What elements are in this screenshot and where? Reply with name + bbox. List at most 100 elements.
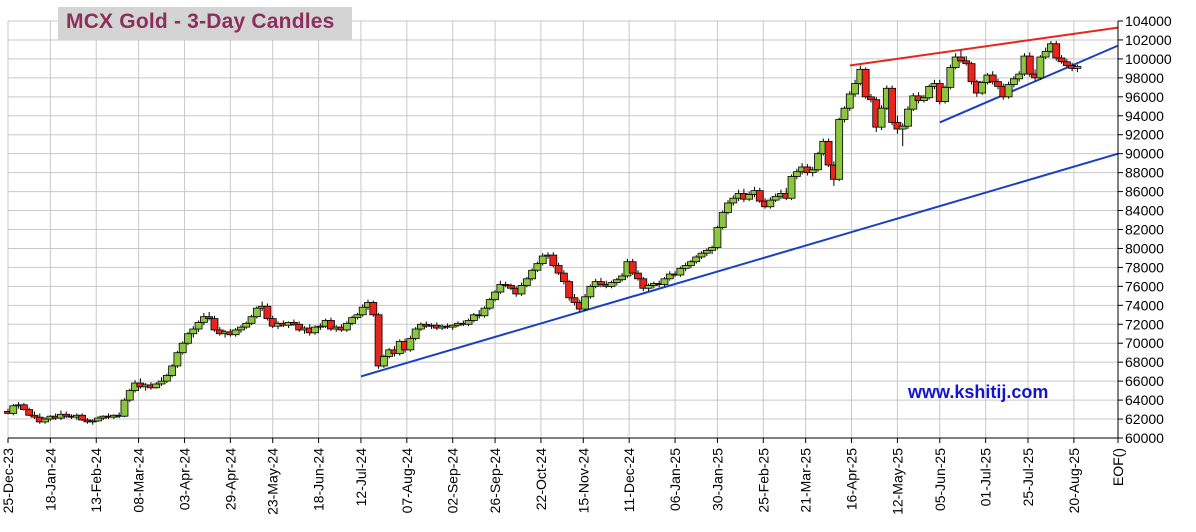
- candle-up: [41, 418, 49, 423]
- x-tick-label: 03-Apr-24: [176, 448, 192, 510]
- candle-up: [1015, 73, 1024, 80]
- candle-up: [199, 316, 208, 323]
- candle-up: [252, 307, 261, 318]
- y-tick-label: 62000: [1125, 411, 1164, 427]
- candle-up: [718, 212, 727, 229]
- candle-up: [618, 275, 627, 281]
- candle-up: [851, 83, 859, 95]
- x-tick-label: 13-Feb-24: [88, 448, 104, 513]
- candle-up: [771, 195, 780, 201]
- candle-up: [189, 328, 198, 335]
- candle-up: [538, 255, 547, 265]
- candle-down: [25, 409, 34, 416]
- candle-up: [644, 285, 653, 289]
- candle-down: [205, 316, 214, 319]
- x-tick-label: 12-May-25: [889, 448, 905, 515]
- candle-up: [1009, 78, 1018, 85]
- candle-down: [597, 281, 605, 285]
- x-tick-label: 20-Aug-25: [1066, 448, 1082, 514]
- candle-up: [469, 314, 478, 321]
- candle-up: [348, 317, 357, 324]
- y-tick-label: 60000: [1125, 430, 1164, 446]
- y-tick-label: 84000: [1125, 203, 1164, 219]
- candle-up: [898, 125, 907, 130]
- candle-down: [559, 272, 568, 283]
- candle-down: [988, 74, 997, 83]
- candle-up: [342, 322, 351, 331]
- candle-up: [1036, 56, 1045, 79]
- candle-up: [480, 307, 489, 317]
- x-tick-label: 11-Dec-24: [621, 448, 637, 513]
- chart-axes: 104000 102000 100000 98000 96000 94000 92000 90…: [0, 13, 1172, 515]
- y-tick-label: 102000: [1125, 32, 1172, 48]
- y-tick-label: 70000: [1125, 335, 1164, 351]
- candle-up: [681, 265, 690, 269]
- candle-up: [231, 329, 240, 336]
- candle-up: [946, 67, 955, 88]
- candle-up: [840, 107, 849, 120]
- x-tick-label: 06-Jan-25: [667, 448, 683, 511]
- x-tick-label: 21-Mar-25: [798, 448, 814, 513]
- candle-up: [787, 176, 796, 199]
- candle-up: [316, 325, 325, 328]
- x-tick-label: 08-Mar-24: [131, 448, 147, 513]
- candle-up: [184, 333, 192, 344]
- candle-down: [893, 122, 902, 130]
- y-tick-label: 92000: [1125, 127, 1164, 143]
- candle-down: [628, 261, 637, 274]
- candle-up: [533, 263, 542, 271]
- candle-up: [586, 285, 595, 298]
- trendline: [939, 44, 1119, 124]
- y-tick-label: 68000: [1125, 354, 1164, 370]
- candle-up: [157, 380, 166, 385]
- candle-up: [814, 153, 822, 171]
- x-tick-label: 05-Jun-25: [932, 448, 948, 511]
- x-tick-label: 30-Jan-25: [709, 448, 725, 511]
- candle-up: [925, 85, 934, 99]
- candle-up: [406, 338, 415, 351]
- candle-up: [353, 314, 362, 319]
- y-tick-label: 78000: [1125, 259, 1164, 275]
- candle-up: [660, 278, 669, 285]
- candle-up: [877, 107, 886, 128]
- x-tick-label: 15-Nov-24: [575, 448, 591, 514]
- candle-up: [951, 56, 960, 68]
- candle-down: [210, 318, 219, 331]
- candle-up: [845, 93, 854, 109]
- candle-up: [491, 291, 499, 301]
- y-tick-label: 80000: [1125, 240, 1164, 256]
- candle-up: [1041, 50, 1050, 58]
- x-tick-label: 29-Apr-24: [222, 448, 238, 510]
- candle-up: [152, 383, 161, 389]
- candle-up: [978, 82, 987, 94]
- y-tick-label: 72000: [1125, 316, 1164, 332]
- y-tick-label: 90000: [1125, 146, 1164, 162]
- candle-down: [295, 323, 304, 331]
- candle-down: [994, 81, 1002, 87]
- chart-title-box: [58, 7, 352, 40]
- watermark-url: www.kshitij.com: [908, 382, 1049, 402]
- trendline: [849, 26, 1119, 67]
- candle-up: [581, 296, 589, 310]
- x-tick-label: EOF(): [1110, 448, 1126, 486]
- x-tick-label: 26-Sep-24: [487, 448, 503, 514]
- candle-up: [496, 284, 505, 293]
- candle-up: [311, 326, 319, 334]
- candle-up: [448, 324, 457, 328]
- candle-up: [379, 356, 388, 367]
- x-tick-label: 25-Jul-25: [1020, 448, 1036, 507]
- x-tick-label: 01-Jul-25: [978, 448, 994, 507]
- y-tick-label: 64000: [1125, 392, 1164, 408]
- candle-down: [369, 302, 378, 316]
- y-tick-label: 94000: [1125, 108, 1164, 124]
- candles: [4, 40, 1082, 425]
- candle-up: [729, 197, 738, 204]
- candle-up: [676, 267, 685, 276]
- y-tick-label: 82000: [1125, 222, 1164, 238]
- candle-up: [517, 285, 526, 295]
- candle-down: [549, 254, 558, 266]
- candle-down: [888, 87, 897, 123]
- candle-up: [745, 194, 754, 200]
- x-tick-label: 18-Jun-24: [311, 448, 327, 511]
- candle-up: [247, 316, 256, 324]
